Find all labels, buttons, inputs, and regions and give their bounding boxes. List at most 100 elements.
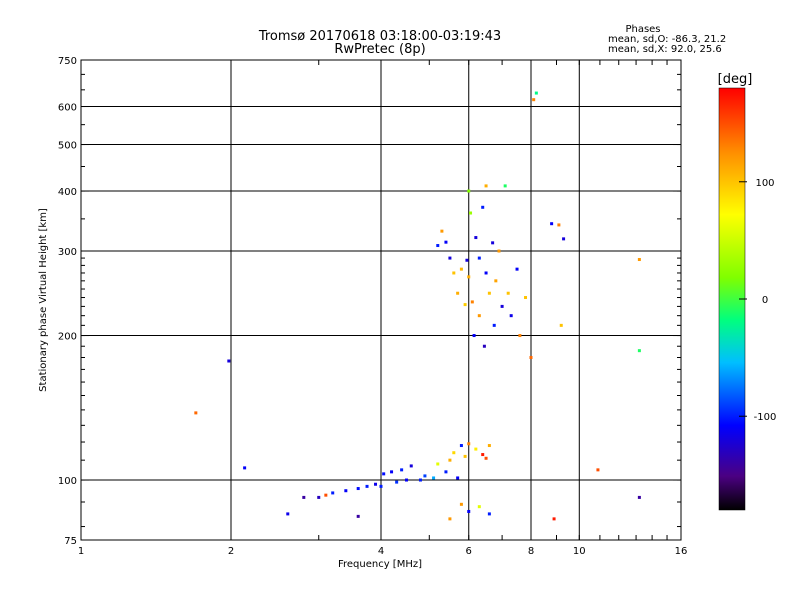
data-point bbox=[474, 236, 478, 240]
tick-label-layer: 1 2 4 6 8 10 16 75 100 200 300 400 500 600 750 bbox=[58, 56, 687, 557]
grid-layer bbox=[81, 60, 681, 540]
data-point bbox=[487, 291, 491, 295]
phase-stats-x: mean, sd,X: 92.0, 25.6 bbox=[608, 44, 722, 55]
data-point bbox=[637, 349, 641, 353]
data-point bbox=[440, 229, 444, 233]
chart-title: Tromsø 20170618 03:18:00-03:19:43 bbox=[258, 29, 501, 44]
data-point bbox=[477, 256, 481, 260]
data-point bbox=[562, 237, 566, 241]
data-point bbox=[509, 314, 513, 318]
y-tick-label: 75 bbox=[64, 536, 77, 547]
data-point bbox=[465, 258, 469, 262]
data-point bbox=[395, 480, 399, 484]
data-point bbox=[515, 267, 519, 271]
data-point bbox=[436, 244, 440, 248]
data-point bbox=[194, 411, 198, 415]
data-point bbox=[550, 222, 554, 226]
x-tick-label: 1 bbox=[78, 546, 84, 557]
y-axis-label: Stationary phase Virtual Height [km] bbox=[38, 208, 49, 392]
y-tick-label: 600 bbox=[58, 103, 77, 114]
y-tick-label: 750 bbox=[58, 56, 77, 67]
tick-layer bbox=[80, 59, 682, 541]
data-point bbox=[491, 241, 495, 245]
data-point bbox=[484, 271, 488, 275]
y-tick-label: 500 bbox=[58, 141, 77, 152]
data-point bbox=[463, 303, 467, 307]
data-point bbox=[637, 495, 641, 499]
data-point bbox=[500, 304, 504, 308]
colorbar-tick-label: 100 bbox=[755, 178, 774, 189]
data-point bbox=[481, 205, 485, 209]
data-point bbox=[227, 359, 231, 363]
data-point bbox=[463, 454, 467, 458]
data-point bbox=[596, 468, 600, 472]
data-point bbox=[470, 300, 474, 304]
data-point bbox=[432, 476, 436, 480]
data-point bbox=[484, 456, 488, 460]
x-tick-label: 6 bbox=[466, 546, 472, 557]
data-point bbox=[481, 453, 485, 457]
data-point bbox=[494, 279, 498, 283]
data-point bbox=[459, 444, 463, 448]
data-point bbox=[409, 464, 413, 468]
x-tick-label: 8 bbox=[528, 546, 534, 557]
data-point bbox=[469, 211, 473, 215]
data-point bbox=[459, 502, 463, 506]
data-point bbox=[487, 512, 491, 516]
data-point bbox=[374, 482, 378, 486]
chart-subtitle: RwPretec (8p) bbox=[334, 42, 425, 57]
data-point bbox=[518, 334, 522, 338]
data-point bbox=[524, 296, 528, 300]
data-point bbox=[418, 478, 422, 482]
y-tick-label: 400 bbox=[58, 187, 77, 198]
data-point bbox=[286, 512, 290, 516]
data-point bbox=[467, 189, 471, 193]
data-point bbox=[474, 447, 478, 451]
data-point bbox=[444, 240, 448, 244]
data-point bbox=[467, 442, 471, 446]
data-point bbox=[400, 468, 404, 472]
data-point bbox=[382, 472, 386, 476]
data-point bbox=[436, 462, 440, 466]
data-point bbox=[477, 314, 481, 318]
data-point bbox=[448, 517, 452, 521]
y-tick-label: 200 bbox=[58, 332, 77, 343]
x-tick-label: 4 bbox=[378, 546, 384, 557]
data-point bbox=[456, 476, 460, 480]
data-point bbox=[482, 344, 486, 348]
data-point bbox=[243, 466, 247, 470]
data-point bbox=[423, 474, 427, 478]
point-layer bbox=[194, 91, 641, 521]
x-tick-label: 16 bbox=[675, 546, 688, 557]
colorbar-ticks: 100 0 -100 bbox=[739, 178, 776, 423]
data-point bbox=[456, 291, 460, 295]
data-point bbox=[552, 517, 556, 521]
y-tick-label: 300 bbox=[58, 247, 77, 258]
x-axis-label: Frequency [MHz] bbox=[338, 559, 422, 570]
data-point bbox=[331, 491, 335, 495]
x-tick-label: 10 bbox=[573, 546, 586, 557]
data-point bbox=[356, 487, 360, 491]
data-point bbox=[448, 458, 452, 462]
colorbar-unit: [deg] bbox=[718, 72, 753, 87]
data-point bbox=[534, 91, 538, 95]
data-point bbox=[492, 323, 496, 327]
data-point bbox=[379, 484, 383, 488]
data-point bbox=[324, 493, 328, 497]
data-point bbox=[532, 98, 536, 102]
data-point bbox=[529, 355, 533, 359]
data-point bbox=[317, 495, 321, 499]
y-tick-label: 100 bbox=[58, 476, 77, 487]
data-point bbox=[487, 444, 491, 448]
data-point bbox=[477, 505, 481, 509]
colorbar-tick-label: -100 bbox=[754, 412, 777, 423]
colorbar-tick-label: 0 bbox=[762, 295, 768, 306]
data-point bbox=[452, 451, 456, 455]
data-point bbox=[484, 184, 488, 188]
x-tick-label: 2 bbox=[228, 546, 234, 557]
data-point bbox=[448, 256, 452, 260]
data-point bbox=[365, 484, 369, 488]
data-point bbox=[452, 271, 456, 275]
data-point bbox=[497, 249, 501, 253]
